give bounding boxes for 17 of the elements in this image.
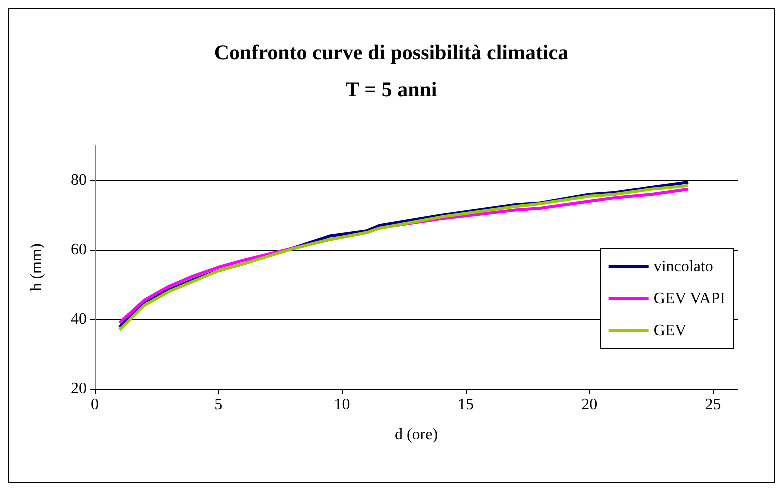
- y-axis-title: h (mm): [28, 244, 46, 292]
- y-tick-label: 20: [71, 380, 87, 398]
- x-tick-label: 0: [91, 396, 99, 414]
- x-tick-label: 20: [582, 396, 598, 414]
- y-tick-label: 40: [71, 311, 87, 328]
- legend-label: GEV: [654, 322, 688, 340]
- x-tick-label: 5: [214, 396, 223, 414]
- x-tick-label: 10: [334, 396, 350, 414]
- y-tick-label: 60: [71, 242, 87, 259]
- x-tick-label: 15: [458, 396, 474, 414]
- chart-title: Confronto curve di possibilità climatica: [214, 40, 570, 64]
- x-tick-label: 25: [705, 396, 722, 414]
- legend-label: vincolato: [654, 258, 714, 276]
- chart-subtitle: T = 5 anni: [346, 78, 438, 102]
- legend-label: GEV VAPI: [654, 290, 726, 308]
- y-tick-label: 80: [71, 172, 87, 190]
- x-axis-title: d (ore): [394, 426, 438, 444]
